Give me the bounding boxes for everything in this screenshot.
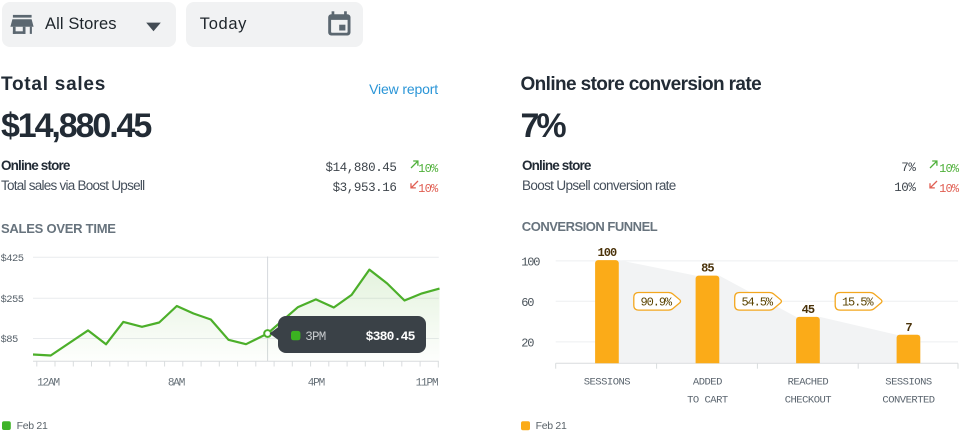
svg-text:11PM: 11PM (416, 378, 438, 390)
svg-text:20: 20 (521, 337, 534, 351)
svg-text:Feb 21: Feb 21 (536, 420, 567, 431)
svg-text:SESSIONS: SESSIONS (584, 377, 631, 389)
svg-text:100: 100 (597, 246, 617, 260)
svg-text:SESSIONS: SESSIONS (885, 377, 932, 389)
svg-text:100: 100 (521, 256, 540, 270)
svg-text:15.5%: 15.5% (842, 296, 874, 310)
svg-text:54.5%: 54.5% (741, 296, 773, 310)
svg-text:CHECKOUT: CHECKOUT (785, 395, 832, 407)
svg-text:$85: $85 (1, 334, 19, 346)
svg-text:85: 85 (701, 262, 714, 276)
svg-text:REACHED: REACHED (788, 377, 829, 389)
svg-text:4PM: 4PM (308, 378, 325, 390)
svg-text:$425: $425 (1, 253, 24, 265)
svg-text:45: 45 (802, 303, 815, 317)
svg-text:8AM: 8AM (168, 378, 185, 390)
svg-text:7: 7 (905, 321, 912, 335)
svg-text:90.9%: 90.9% (641, 296, 673, 310)
svg-text:$380.45: $380.45 (366, 329, 416, 344)
svg-text:60: 60 (521, 296, 534, 310)
svg-text:$255: $255 (1, 294, 24, 306)
svg-text:TO CART: TO CART (687, 395, 728, 407)
svg-text:ADDED: ADDED (693, 377, 722, 389)
svg-text:12AM: 12AM (37, 378, 59, 390)
svg-text:Feb 21: Feb 21 (17, 420, 48, 431)
svg-text:CONVERTED: CONVERTED (882, 395, 934, 407)
svg-text:3PM: 3PM (305, 330, 326, 344)
